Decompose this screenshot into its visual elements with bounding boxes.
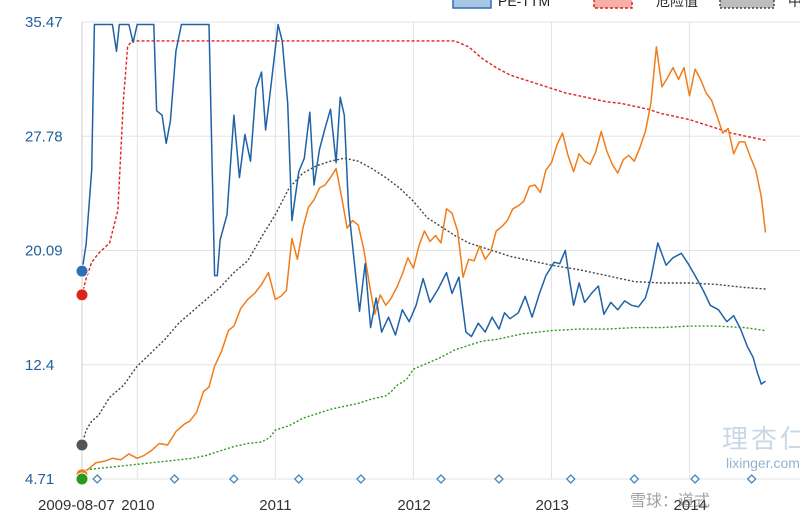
x-tick-label: 2009-08-07 [38, 497, 115, 514]
series-line-2 [81, 157, 766, 446]
y-axis: 35.47 27.78 20.09 12.4 4.71 [25, 14, 63, 488]
event-diamond[interactable] [690, 474, 700, 484]
event-diamond[interactable] [169, 474, 180, 484]
event-markers [92, 474, 757, 484]
watermark-site-cn: 理杏仁 [722, 424, 800, 454]
x-tick-label: 2014 [674, 497, 707, 514]
watermark-xueqiu: 雪球：道式 [630, 492, 710, 510]
start-marker [75, 264, 89, 278]
legend[interactable]: PE-TTM 危险值 中位值 [452, 0, 800, 9]
event-diamond[interactable] [565, 474, 576, 484]
legend-swatch-median [719, 0, 775, 9]
event-diamond[interactable] [436, 474, 446, 484]
watermark-site-en: lixinger.com [726, 455, 800, 471]
event-diamond[interactable] [629, 474, 640, 484]
x-axis: 2009-08-07 2010 2011 2012 2013 2014 [38, 497, 707, 514]
start-marker [75, 438, 89, 452]
start-marker [75, 288, 89, 302]
event-diamond[interactable] [228, 474, 239, 484]
event-diamond[interactable] [494, 474, 504, 484]
event-diamond[interactable] [355, 474, 366, 484]
x-tick-label: 2010 [121, 497, 154, 514]
event-diamond[interactable] [92, 474, 103, 484]
y-tick-label: 12.4 [25, 357, 54, 374]
legend-swatch-pe-ttm [452, 0, 492, 9]
grid-lines [81, 21, 800, 480]
start-marker [75, 472, 89, 486]
y-tick-label: 20.09 [25, 243, 63, 260]
y-tick-label: 35.47 [25, 14, 63, 31]
start-markers [75, 264, 89, 486]
series-layer [81, 23, 767, 476]
legend-swatch-danger [593, 0, 633, 9]
series-line-1 [81, 40, 766, 296]
watermark: 理杏仁 lixinger.com 雪球：道式 [630, 424, 800, 510]
series-line-0 [81, 23, 766, 385]
x-tick-label: 2012 [397, 497, 430, 514]
series-line-3 [81, 46, 767, 476]
legend-label-pe-ttm: PE-TTM [498, 0, 550, 9]
legend-label-median: 中位值 [788, 0, 800, 9]
legend-label-danger: 危险值 [656, 0, 698, 9]
event-diamond[interactable] [746, 474, 757, 484]
x-tick-label: 2013 [535, 497, 568, 514]
event-diamond[interactable] [293, 474, 304, 484]
x-tick-label: 2011 [259, 497, 291, 514]
y-tick-label: 4.71 [25, 471, 54, 488]
series-line-4 [81, 325, 766, 471]
y-tick-label: 27.78 [25, 128, 63, 145]
